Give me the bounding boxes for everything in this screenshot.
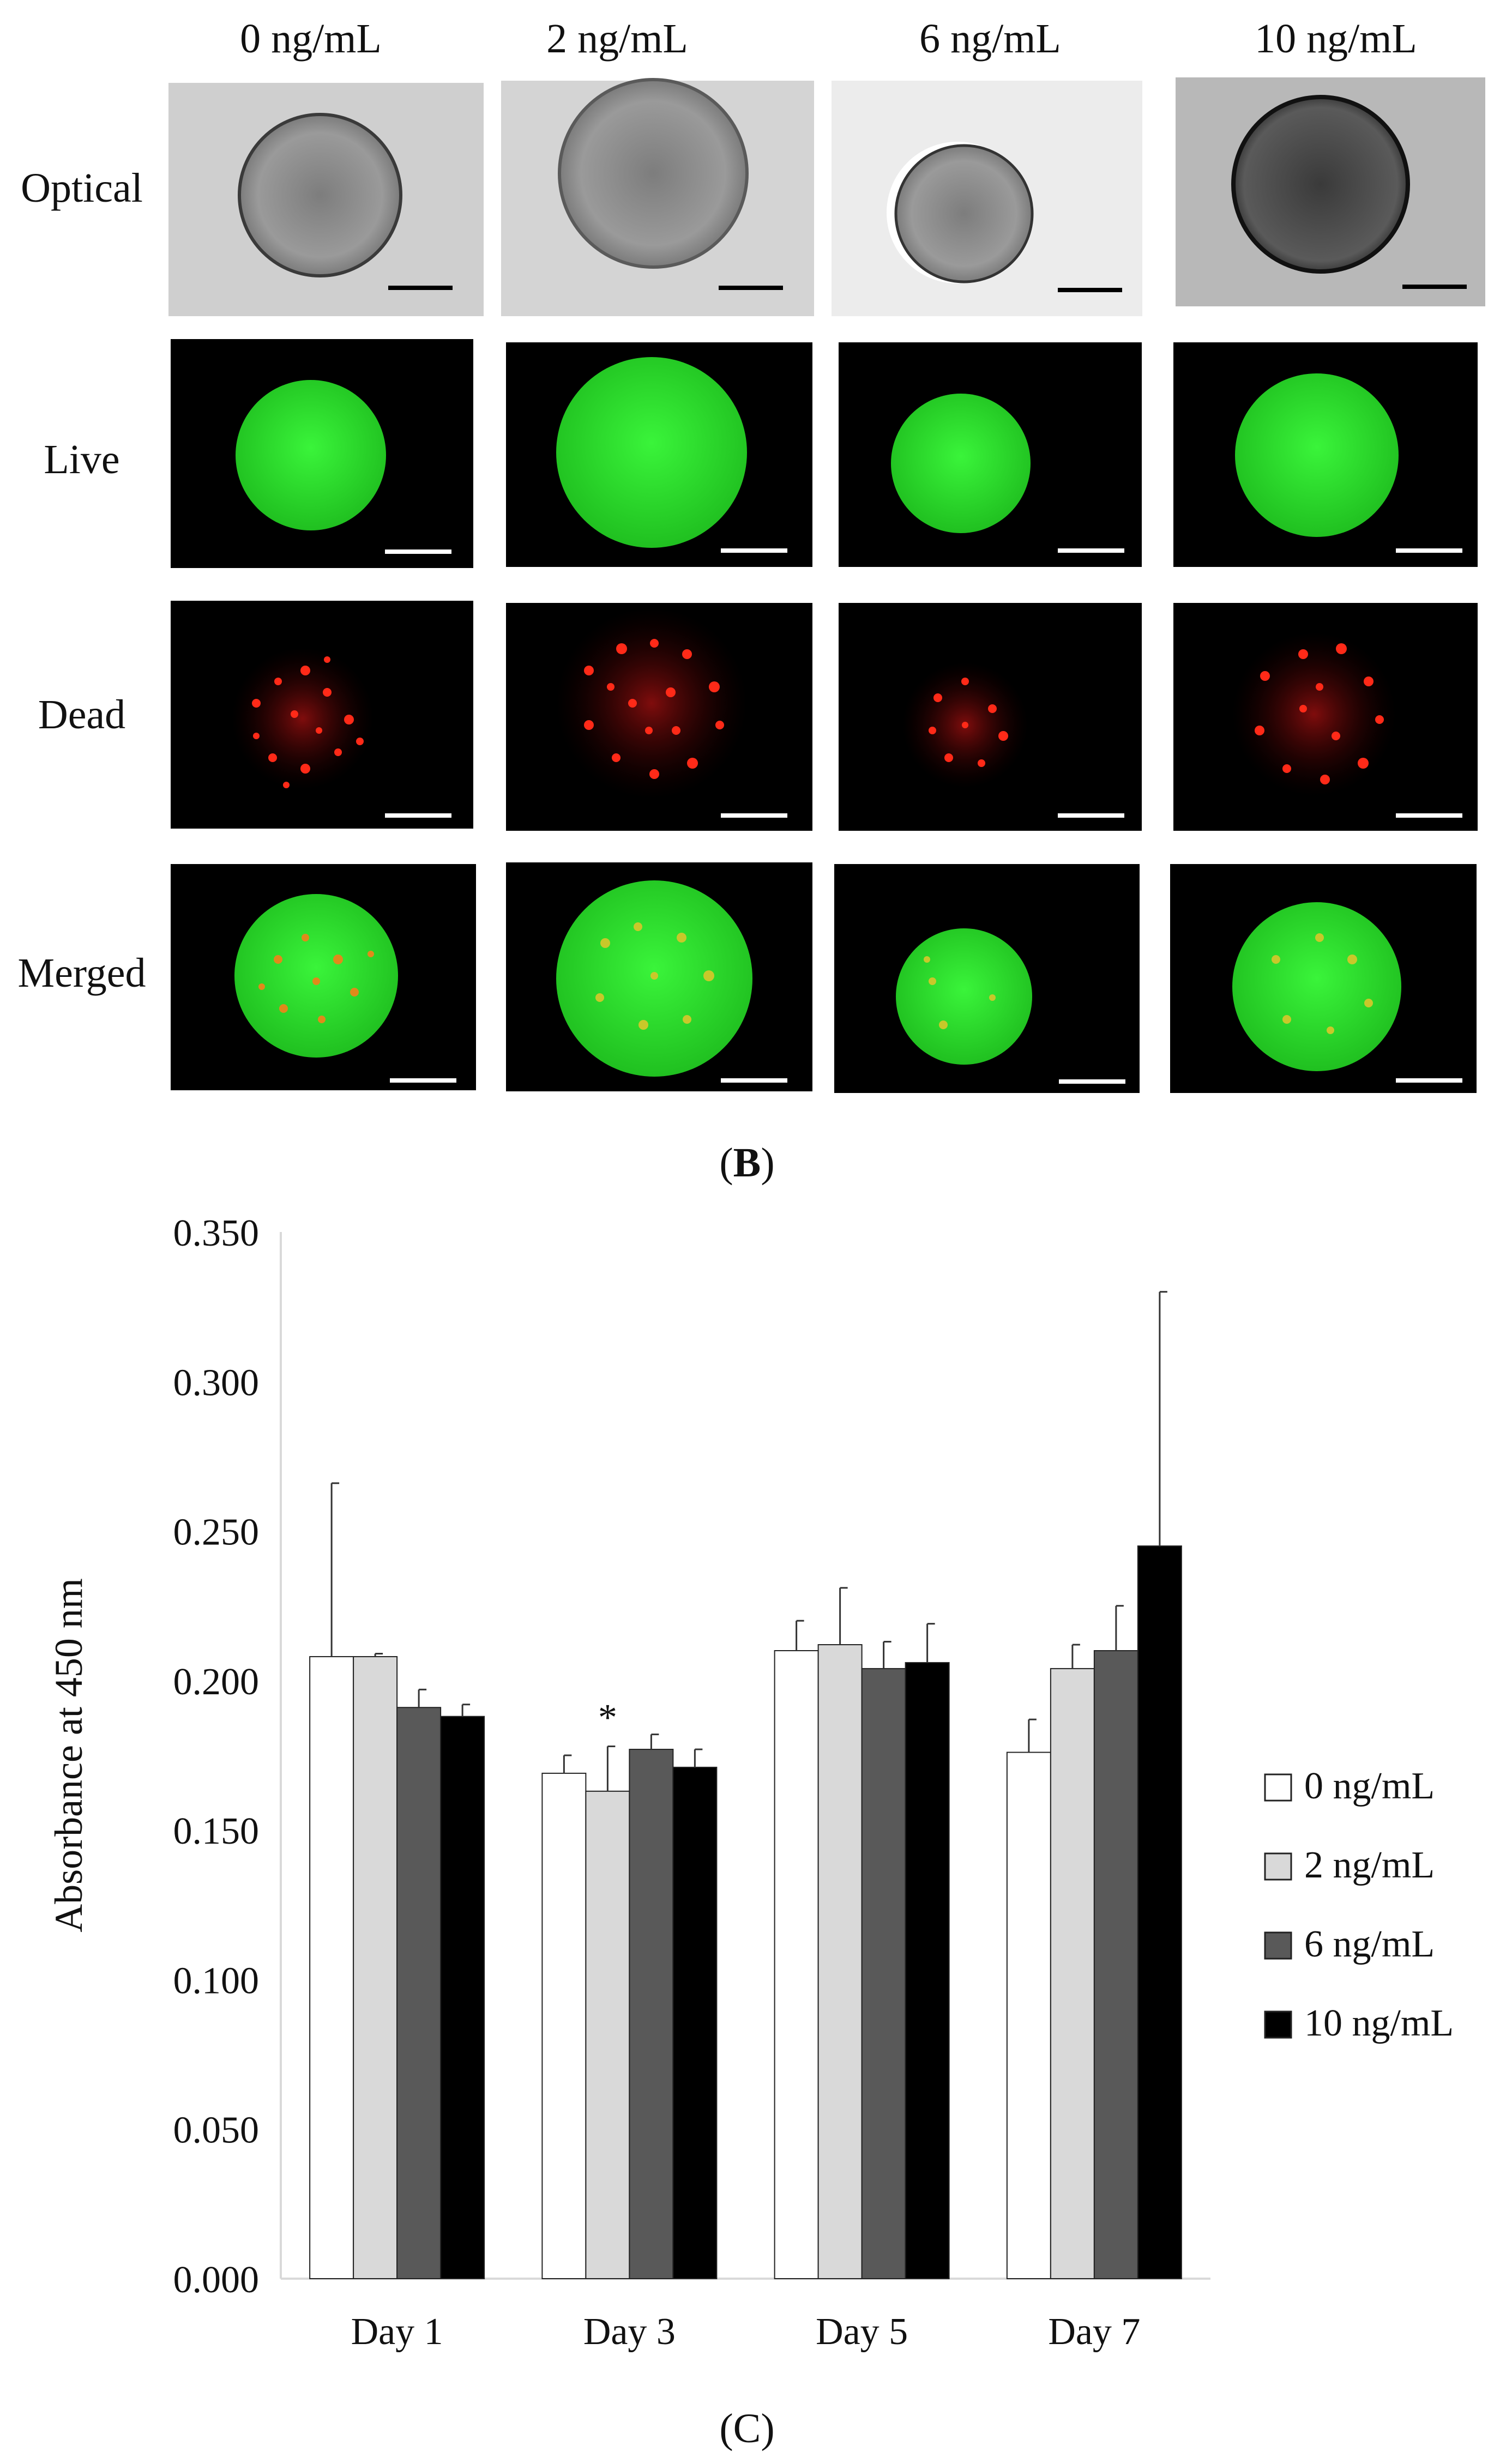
live-10 bbox=[1173, 342, 1478, 567]
merged-10 bbox=[1170, 864, 1477, 1093]
row-label-live: Live bbox=[44, 437, 120, 482]
absorbance-bar-chart: 0.000 0.050 0.100 0.150 0.200 0.250 0.300 0.350… bbox=[47, 1212, 1454, 2451]
bar bbox=[774, 1650, 819, 2279]
dead-2 bbox=[506, 603, 812, 831]
legend-label: 2 ng/mL bbox=[1304, 1844, 1435, 1886]
scale-bar bbox=[388, 286, 453, 290]
y-tick-label: 0.000 bbox=[173, 2259, 260, 2301]
merged-0 bbox=[171, 864, 476, 1090]
x-tick-label: Day 1 bbox=[351, 2311, 443, 2353]
bar bbox=[396, 1707, 442, 2280]
optical-6 bbox=[832, 81, 1142, 316]
dead-10 bbox=[1173, 603, 1478, 831]
scale-bar bbox=[385, 549, 451, 554]
annotations: * bbox=[598, 1697, 617, 1739]
error-bars bbox=[330, 1291, 1167, 1791]
x-axis-ticks: Day 1 Day 3 Day 5 Day 7 bbox=[351, 2311, 1141, 2353]
micrograph-grid bbox=[168, 77, 1485, 1093]
bar bbox=[1093, 1650, 1138, 2279]
bar bbox=[905, 1662, 950, 2279]
scale-bar bbox=[721, 548, 787, 553]
dead-6 bbox=[839, 603, 1142, 831]
bar bbox=[585, 1790, 630, 2280]
y-tick-label: 0.300 bbox=[173, 1362, 260, 1404]
bar bbox=[861, 1668, 906, 2279]
bar bbox=[541, 1772, 587, 2279]
bar bbox=[353, 1656, 398, 2279]
panel-label-c: (C) bbox=[719, 2406, 774, 2451]
scale-bar bbox=[1058, 288, 1122, 292]
scale-bar bbox=[1396, 813, 1462, 818]
y-tick-label: 0.100 bbox=[173, 1960, 260, 2002]
dead-0 bbox=[171, 601, 473, 829]
scale-bar bbox=[1396, 1078, 1462, 1083]
row-label-dead: Dead bbox=[38, 692, 126, 738]
bar bbox=[1006, 1752, 1051, 2279]
bar bbox=[440, 1716, 485, 2280]
bars bbox=[309, 1545, 1182, 2280]
column-label-6: 6 ng/mL bbox=[919, 16, 1061, 62]
optical-2 bbox=[501, 78, 814, 316]
optical-0 bbox=[168, 83, 484, 316]
y-tick-label: 0.350 bbox=[173, 1212, 260, 1254]
y-axis-ticks: 0.000 0.050 0.100 0.150 0.200 0.250 0.300 0.350 bbox=[173, 1212, 260, 2301]
column-label-2: 2 ng/mL bbox=[546, 16, 688, 62]
legend-label: 6 ng/mL bbox=[1304, 1923, 1435, 1965]
scale-bar bbox=[1059, 1079, 1125, 1084]
scale-bar bbox=[721, 813, 787, 818]
x-tick-label: Day 7 bbox=[1048, 2311, 1140, 2353]
legend-swatch bbox=[1264, 2010, 1292, 2039]
y-tick-label: 0.050 bbox=[173, 2110, 260, 2152]
live-0 bbox=[171, 339, 473, 568]
significance-marker: * bbox=[598, 1697, 617, 1739]
live-2 bbox=[506, 342, 812, 567]
legend-swatch bbox=[1264, 1852, 1292, 1881]
scale-bar bbox=[721, 1078, 787, 1083]
scale-bar bbox=[719, 286, 783, 290]
column-label-10: 10 ng/mL bbox=[1255, 16, 1417, 62]
scale-bar bbox=[1396, 548, 1462, 553]
column-label-0: 0 ng/mL bbox=[240, 16, 382, 62]
scale-bar bbox=[385, 813, 451, 818]
legend-swatch bbox=[1264, 1773, 1292, 1802]
row-label-merged: Merged bbox=[17, 950, 146, 996]
live-6 bbox=[839, 342, 1142, 567]
scale-bar bbox=[1402, 285, 1467, 289]
bar bbox=[309, 1656, 354, 2279]
bar bbox=[1050, 1668, 1095, 2279]
merged-2 bbox=[506, 862, 812, 1091]
bar bbox=[1137, 1545, 1182, 2279]
scale-bar bbox=[390, 1078, 456, 1083]
x-tick-label: Day 5 bbox=[816, 2311, 908, 2353]
y-axis-label: Absorbance at 450 nm bbox=[47, 1578, 91, 1932]
merged-6 bbox=[834, 864, 1140, 1093]
y-tick-label: 0.150 bbox=[173, 1810, 260, 1852]
legend-label: 10 ng/mL bbox=[1304, 2002, 1454, 2044]
legend-label: 0 ng/mL bbox=[1304, 1765, 1435, 1807]
y-tick-label: 0.200 bbox=[173, 1661, 260, 1703]
bar bbox=[817, 1644, 863, 2279]
bar bbox=[672, 1766, 718, 2279]
row-label-optical: Optical bbox=[21, 165, 143, 211]
legend-swatch bbox=[1264, 1931, 1292, 1960]
y-tick-label: 0.250 bbox=[173, 1512, 260, 1554]
legend: 0 ng/mL 2 ng/mL 6 ng/mL 10 ng/mL bbox=[1264, 1765, 1454, 2044]
optical-10 bbox=[1176, 77, 1485, 306]
x-tick-label: Day 3 bbox=[583, 2311, 676, 2353]
scale-bar bbox=[1058, 548, 1124, 553]
scale-bar bbox=[1058, 813, 1124, 818]
panel-label-b: (B) bbox=[719, 1140, 775, 1186]
bar bbox=[629, 1749, 674, 2279]
